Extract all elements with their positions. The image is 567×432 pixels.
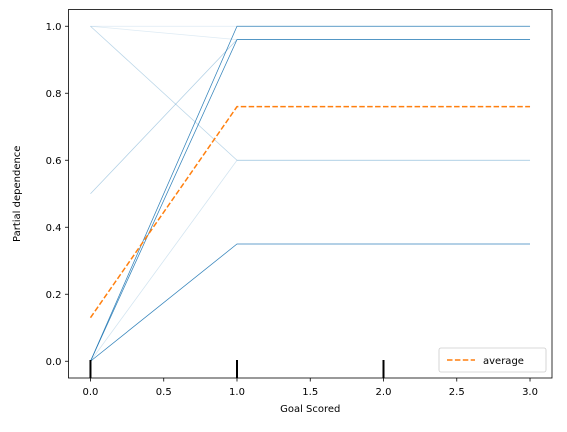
ice-line-7	[90, 25, 531, 41]
x-tick-label: 1.5	[302, 387, 318, 398]
legend-label-average: average	[483, 356, 524, 367]
ice-line-6	[90, 159, 531, 362]
ice-line-5	[90, 25, 531, 161]
y-tick-label: 0.0	[46, 357, 62, 368]
y-tick-label: 0.2	[46, 290, 62, 301]
x-tick-label: 2.0	[376, 387, 392, 398]
ice-line-4	[90, 39, 531, 195]
ice-line-2	[90, 39, 531, 362]
ice-lines-group	[90, 25, 531, 362]
ice-line-3	[90, 243, 531, 362]
legend: average	[438, 347, 547, 373]
x-tick-label: 0.5	[156, 387, 172, 398]
rug-marks-group	[89, 360, 385, 378]
x-tick-label: 0.0	[83, 387, 99, 398]
y-tick-label: 1.0	[46, 22, 62, 33]
x-axis-ticks: 0.0 0.5 1.0 1.5 2.0 2.5 3.0	[83, 378, 538, 398]
y-tick-label: 0.6	[46, 156, 62, 167]
ice-line-1	[90, 25, 531, 362]
x-tick-label: 3.0	[522, 387, 538, 398]
y-axis-ticks: 0.0 0.2 0.4 0.6 0.8 1.0	[46, 22, 69, 368]
average-line-group	[89, 105, 531, 319]
x-tick-label: 2.5	[449, 387, 465, 398]
x-axis-label: Goal Scored	[280, 404, 340, 415]
y-tick-label: 0.4	[46, 223, 62, 234]
legend-box	[438, 347, 547, 373]
average-line	[89, 105, 531, 319]
x-tick-label: 1.0	[229, 387, 245, 398]
y-tick-label: 0.8	[46, 89, 62, 100]
y-axis-label: Partial dependence	[12, 146, 23, 242]
